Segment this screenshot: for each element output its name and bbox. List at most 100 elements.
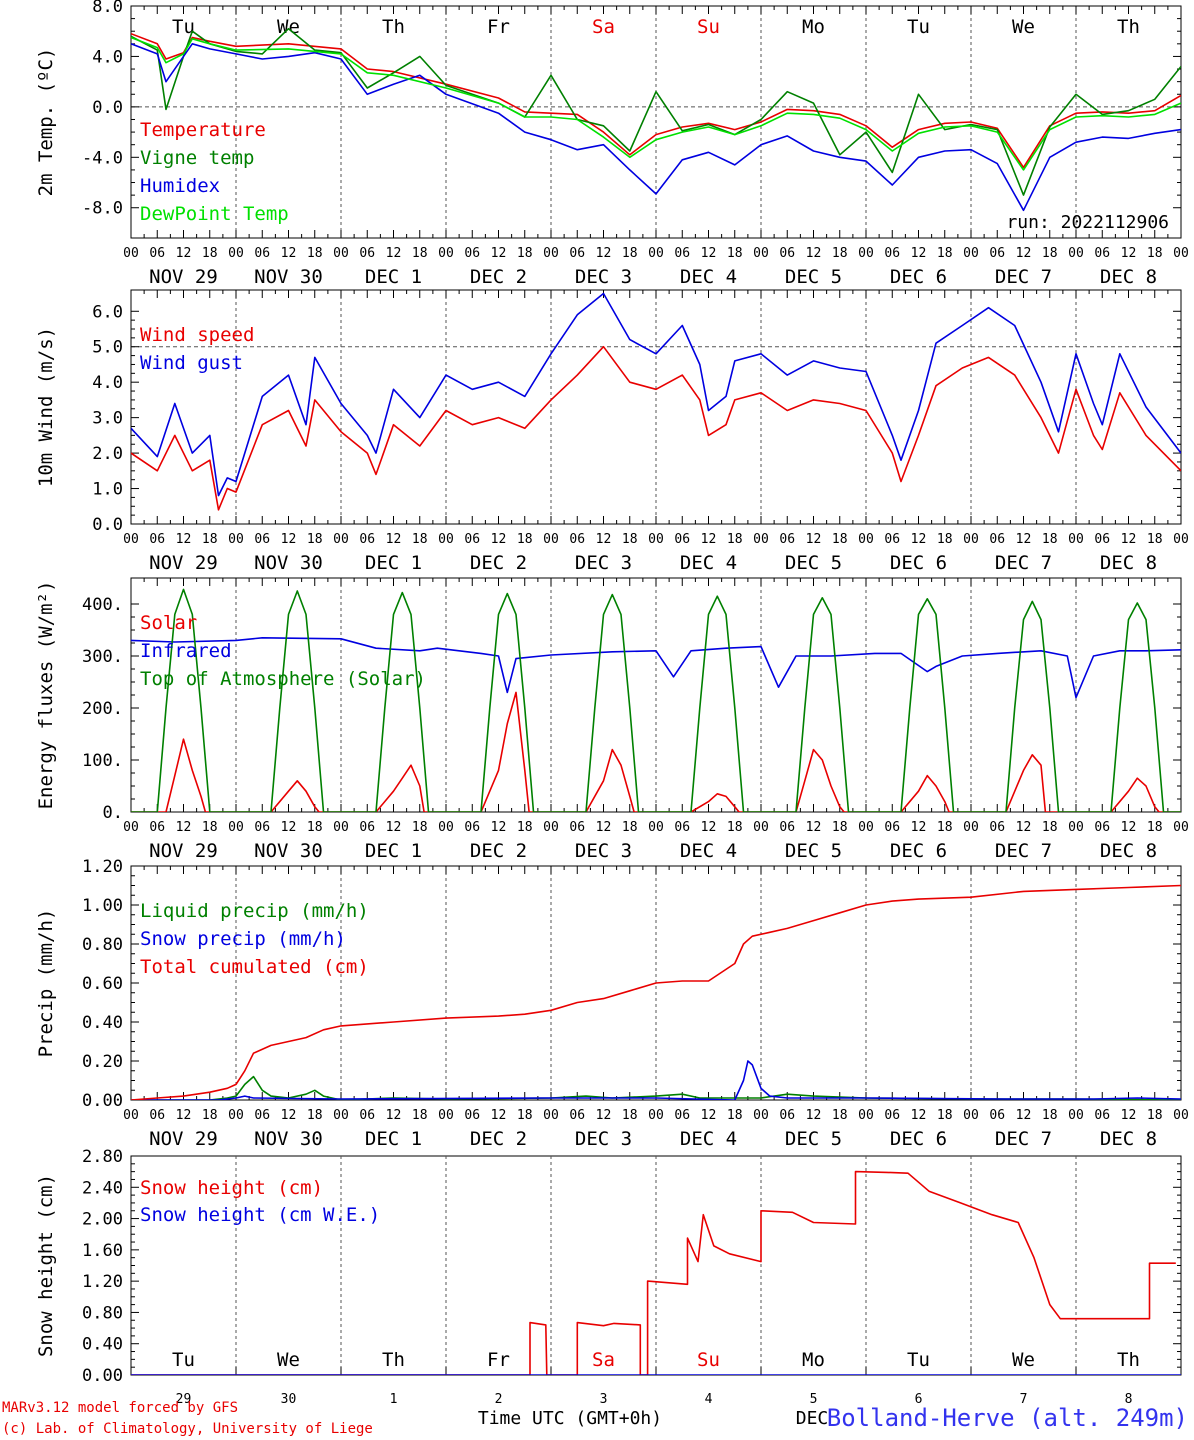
y-tick-label: 0.20 (82, 1052, 123, 1072)
hour-tick-label: 12 (911, 820, 927, 835)
hour-tick-label: 00 (333, 1108, 349, 1123)
hour-tick-label: 18 (832, 532, 848, 547)
y-axis-title: Precip (mm/h) (35, 909, 57, 1058)
y-axis-title: 10m Wind (m/s) (35, 327, 57, 487)
date-label: NOV 30 (254, 1128, 323, 1150)
hour-tick-label: 06 (464, 246, 480, 261)
y-tick-label: 0.00 (82, 1091, 123, 1111)
hour-tick-label: 12 (281, 532, 297, 547)
weekday-label: Th (382, 1349, 405, 1371)
hour-tick-label: 00 (753, 532, 769, 547)
hour-tick-label: 12 (806, 1108, 822, 1123)
hour-tick-label: 12 (911, 246, 927, 261)
weekday-label: We (277, 1349, 300, 1371)
hour-tick-label: 06 (569, 1108, 585, 1123)
hour-tick-label: 18 (832, 820, 848, 835)
y-tick-label: 5.0 (92, 338, 123, 358)
weekday-label: Tu (172, 1349, 195, 1371)
hour-tick-label: 12 (596, 1108, 612, 1123)
series-line (131, 42, 1181, 212)
day-number-label: 5 (810, 1392, 818, 1407)
hour-tick-label: 12 (701, 532, 717, 547)
hour-tick-label: 18 (937, 246, 953, 261)
legend-entry: Snow height (cm W.E.) (140, 1204, 380, 1226)
series-line (131, 1170, 1176, 1375)
hour-tick-label: 12 (1121, 1108, 1137, 1123)
hour-tick-label: 18 (412, 246, 428, 261)
weekday-label: Th (382, 16, 405, 38)
x-axis-title: Time UTC (GMT+0h) (478, 1408, 662, 1429)
weekday-label: Su (697, 16, 720, 38)
hour-tick-label: 12 (386, 532, 402, 547)
hour-tick-label: 12 (806, 246, 822, 261)
hour-tick-label: 00 (648, 532, 664, 547)
hour-tick-label: 00 (438, 1108, 454, 1123)
weekday-label: We (1012, 16, 1035, 38)
hour-tick-label: 00 (858, 246, 874, 261)
hour-tick-label: 12 (176, 1108, 192, 1123)
legend-entry: DewPoint Temp (140, 203, 289, 225)
date-label: NOV 30 (254, 552, 323, 574)
hour-tick-label: 06 (1094, 820, 1110, 835)
hour-tick-label: 06 (779, 532, 795, 547)
hour-tick-label: 12 (1016, 532, 1032, 547)
hour-tick-label: 06 (359, 1108, 375, 1123)
hour-tick-label: 18 (307, 820, 323, 835)
day-number-label: 1 (390, 1392, 398, 1407)
date-label: DEC 8 (1100, 552, 1157, 574)
y-tick-label: 2.80 (82, 1147, 123, 1167)
hour-tick-label: 18 (412, 532, 428, 547)
series-line (131, 292, 1181, 497)
hour-tick-label: 06 (464, 1108, 480, 1123)
hour-tick-label: 12 (176, 246, 192, 261)
hour-tick-label: 18 (412, 820, 428, 835)
hour-tick-label: 06 (149, 532, 165, 547)
hour-tick-label: 06 (254, 246, 270, 261)
hour-tick-label: 00 (1068, 246, 1084, 261)
panel-snow: 0.00 0.40 0.80 1.20 1.60 2.00 2.40 2.80 Snow hei… (35, 1147, 1182, 1407)
hour-tick-label: 18 (727, 820, 743, 835)
hour-tick-label: 12 (386, 820, 402, 835)
hour-tick-label: 18 (622, 1108, 638, 1123)
date-label: NOV 29 (149, 552, 218, 574)
hour-tick-label: 12 (386, 1108, 402, 1123)
hour-tick-label: 00 (123, 1108, 139, 1123)
y-tick-label: 3.0 (92, 409, 123, 429)
hour-tick-label: 18 (832, 1108, 848, 1123)
y-tick-label: 0.0 (92, 515, 123, 535)
y-tick-label: 1.20 (82, 1272, 123, 1292)
legend-entry: Snow precip (mm/h) (140, 928, 346, 950)
hour-tick-label: 00 (858, 820, 874, 835)
date-label: NOV 30 (254, 266, 323, 288)
day-number-label: 30 (281, 1392, 297, 1407)
hour-tick-label: 12 (806, 532, 822, 547)
hour-tick-label: 00 (963, 820, 979, 835)
hour-tick-label: 18 (307, 1108, 323, 1123)
hour-tick-label: 18 (202, 820, 218, 835)
hour-tick-label: 00 (1173, 246, 1189, 261)
date-label: DEC 3 (575, 840, 632, 862)
date-label: DEC 1 (365, 840, 422, 862)
hour-tick-label: 00 (123, 820, 139, 835)
hour-tick-label: 18 (517, 246, 533, 261)
hour-tick-label: 18 (1147, 820, 1163, 835)
hour-tick-label: 00 (543, 246, 559, 261)
hour-tick-label: 06 (569, 246, 585, 261)
y-tick-label: 200. (82, 699, 123, 719)
hour-tick-label: 18 (202, 532, 218, 547)
panel-energy: 0. 100. 200. 300. 400. Energy fluxes (W/m²) 00… (35, 577, 1189, 862)
hour-tick-label: 00 (858, 532, 874, 547)
panel-precip: 0.00 0.20 0.40 0.60 0.80 1.00 1.20 Precip (mm/h… (35, 857, 1189, 1150)
date-label: DEC 6 (890, 552, 947, 574)
y-tick-label: 8.0 (92, 0, 123, 17)
date-label: DEC 2 (470, 552, 527, 574)
date-label: NOV 29 (149, 1128, 218, 1150)
hour-tick-label: 12 (491, 1108, 507, 1123)
y-tick-label: 2.40 (82, 1178, 123, 1198)
weekday-label: Th (1117, 1349, 1140, 1371)
hour-tick-label: 00 (1173, 1108, 1189, 1123)
hour-tick-label: 18 (517, 1108, 533, 1123)
hour-tick-label: 06 (884, 246, 900, 261)
date-label: DEC 4 (680, 1128, 737, 1150)
